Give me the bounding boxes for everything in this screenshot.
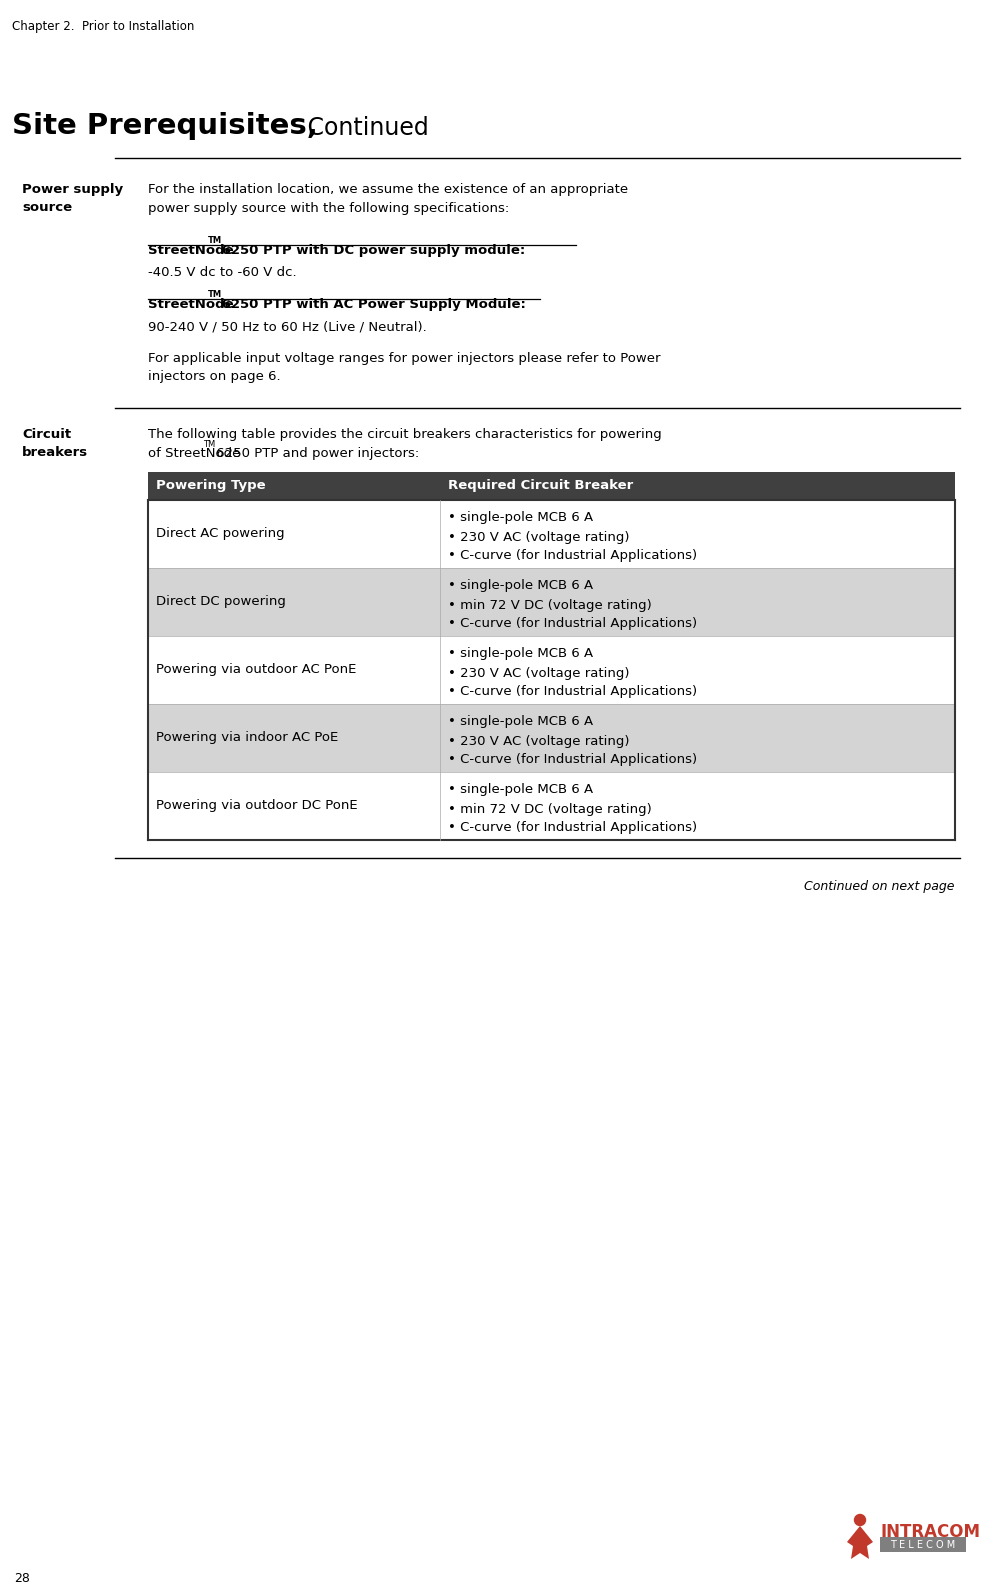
Text: 6250 PTP with AC Power Supply Module:: 6250 PTP with AC Power Supply Module: (217, 298, 526, 311)
Text: • 230 V AC (voltage rating): • 230 V AC (voltage rating) (448, 530, 629, 543)
Text: Continued: Continued (300, 116, 429, 140)
Text: • C-curve (for Industrial Applications): • C-curve (for Industrial Applications) (448, 686, 697, 698)
Text: Powering via outdoor AC PonE: Powering via outdoor AC PonE (156, 663, 357, 676)
Text: • C-curve (for Industrial Applications): • C-curve (for Industrial Applications) (448, 754, 697, 767)
Text: • single-pole MCB 6 A: • single-pole MCB 6 A (448, 784, 593, 797)
Text: For the installation location, we assume the existence of an appropriate: For the installation location, we assume… (148, 183, 628, 197)
Text: INTRACOM: INTRACOM (880, 1524, 980, 1541)
PathPatch shape (847, 1527, 873, 1558)
Text: 6250 PTP with DC power supply module:: 6250 PTP with DC power supply module: (217, 244, 525, 257)
Text: Circuit
breakers: Circuit breakers (22, 428, 88, 459)
Text: • single-pole MCB 6 A: • single-pole MCB 6 A (448, 716, 593, 728)
Text: injectors on page 6.: injectors on page 6. (148, 370, 280, 382)
Bar (148, 705, 955, 771)
Text: • min 72 V DC (voltage rating): • min 72 V DC (voltage rating) (448, 598, 652, 611)
Circle shape (854, 1514, 865, 1525)
Bar (880, 1536, 966, 1552)
Text: TM: TM (203, 440, 215, 449)
Text: 6250 PTP and power injectors:: 6250 PTP and power injectors: (212, 448, 420, 460)
Text: • 230 V AC (voltage rating): • 230 V AC (voltage rating) (448, 667, 629, 679)
Bar (148, 771, 955, 840)
Text: TM: TM (208, 236, 222, 244)
Bar (148, 471, 955, 500)
Text: power supply source with the following specifications:: power supply source with the following s… (148, 202, 509, 214)
Text: Direct AC powering: Direct AC powering (156, 527, 285, 541)
Text: -40.5 V dc to -60 V dc.: -40.5 V dc to -60 V dc. (148, 267, 297, 279)
Text: Powering Type: Powering Type (156, 479, 265, 492)
Text: Powering via indoor AC PoE: Powering via indoor AC PoE (156, 732, 338, 744)
Text: StreetNode: StreetNode (148, 298, 234, 311)
Text: • single-pole MCB 6 A: • single-pole MCB 6 A (448, 579, 593, 592)
Text: • C-curve (for Industrial Applications): • C-curve (for Industrial Applications) (448, 822, 697, 835)
Text: • single-pole MCB 6 A: • single-pole MCB 6 A (448, 647, 593, 660)
Text: TM: TM (208, 290, 222, 298)
Text: 90-240 V / 50 Hz to 60 Hz (Live / Neutral).: 90-240 V / 50 Hz to 60 Hz (Live / Neutra… (148, 321, 427, 333)
Text: For applicable input voltage ranges for power injectors please refer to Power: For applicable input voltage ranges for … (148, 352, 661, 365)
Text: 28: 28 (14, 1573, 29, 1585)
Text: Continued on next page: Continued on next page (804, 881, 955, 893)
Text: • C-curve (for Industrial Applications): • C-curve (for Industrial Applications) (448, 617, 697, 630)
Text: • min 72 V DC (voltage rating): • min 72 V DC (voltage rating) (448, 803, 652, 816)
Text: Site Prerequisites,: Site Prerequisites, (12, 113, 318, 140)
Bar (148, 568, 955, 636)
Bar (148, 636, 955, 705)
Text: The following table provides the circuit breakers characteristics for powering: The following table provides the circuit… (148, 428, 662, 441)
Bar (148, 500, 955, 568)
Text: • single-pole MCB 6 A: • single-pole MCB 6 A (448, 511, 593, 524)
Text: T E L E C O M: T E L E C O M (891, 1539, 955, 1549)
Text: Required Circuit Breaker: Required Circuit Breaker (448, 479, 633, 492)
Text: • 230 V AC (voltage rating): • 230 V AC (voltage rating) (448, 735, 629, 747)
Text: Powering via outdoor DC PonE: Powering via outdoor DC PonE (156, 800, 358, 813)
Text: Direct DC powering: Direct DC powering (156, 595, 286, 608)
Text: Power supply
source: Power supply source (22, 183, 123, 214)
Text: of StreetNode: of StreetNode (148, 448, 241, 460)
Text: • C-curve (for Industrial Applications): • C-curve (for Industrial Applications) (448, 549, 697, 562)
Text: StreetNode: StreetNode (148, 244, 234, 257)
Text: Chapter 2.  Prior to Installation: Chapter 2. Prior to Installation (12, 21, 195, 33)
